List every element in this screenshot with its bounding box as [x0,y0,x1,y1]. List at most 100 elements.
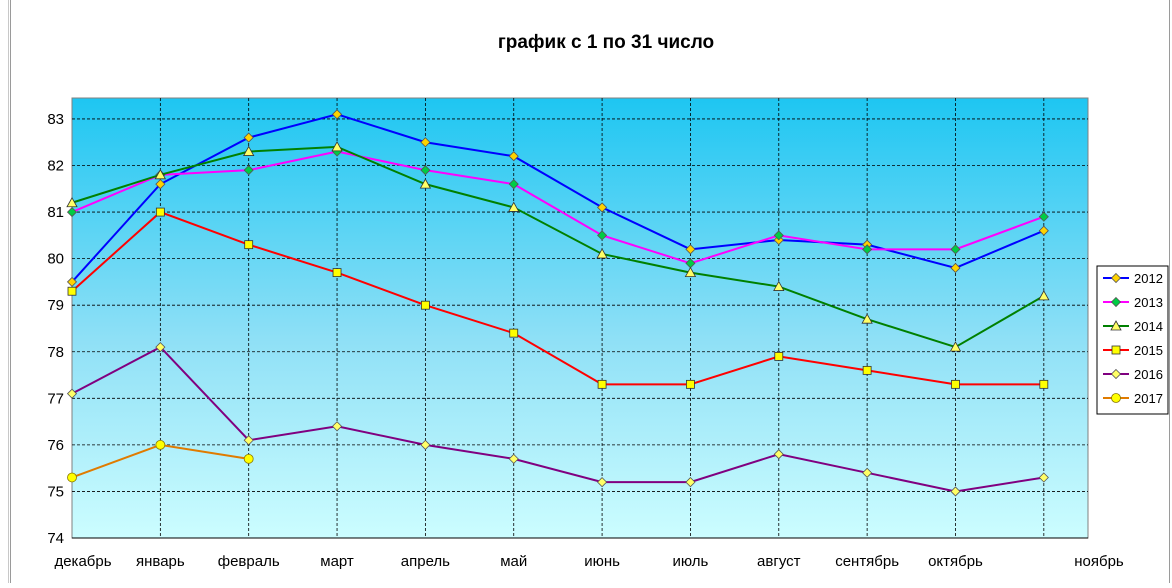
chart-area[interactable]: график с 1 по 31 число 74 75 76 77 78 79 80 81 8… [10,0,1170,583]
data-point-2016 [862,467,873,478]
x-tick-label: ноябрь [1074,553,1124,570]
data-point-2016 [66,388,78,399]
data-point-2012 [420,137,431,148]
data-point-2016 [597,477,608,488]
y-tick-label: 78 [47,344,64,361]
y-tick-label: 81 [47,204,64,221]
data-point-2017 [67,472,77,483]
series-2014 [66,141,1050,352]
data-point-2015 [509,328,519,338]
y-tick-label: 83 [47,111,64,128]
legend-label-2015: 2015 [1134,343,1163,358]
legend-marker-2016 [1110,368,1122,380]
line-chart: график с 1 по 31 число 74 75 76 77 78 79 80 81 8… [47,32,1169,570]
data-point-2017 [155,439,166,450]
legend-label-2012: 2012 [1134,271,1163,286]
data-point-2014 [773,280,785,291]
data-point-2013 [773,230,784,241]
x-tick-label: май [500,553,527,570]
data-point-2015 [244,240,254,250]
data-point-2015 [155,207,165,217]
x-tick-label: апрель [401,553,450,570]
data-point-2013 [1038,211,1049,222]
data-point-2012 [243,132,254,143]
data-point-2016 [773,449,784,460]
x-tick-label: сентябрь [835,553,899,570]
data-point-2014 [684,266,697,278]
y-tick-label: 77 [47,390,64,407]
data-point-2016 [508,453,519,464]
data-point-2013 [243,165,254,176]
x-tick-label: июль [672,553,708,570]
data-point-2012 [66,276,78,287]
y-tick-label: 80 [47,251,64,268]
data-point-2012 [508,151,519,162]
data-point-2012 [685,244,696,255]
data-point-2012 [950,262,961,274]
data-point-2017 [243,453,254,464]
data-point-2014 [419,178,432,189]
x-tick-label: декабрь [54,553,111,570]
series-line-2015 [71,210,1044,386]
data-point-2015 [774,352,784,361]
data-point-2014 [66,196,78,208]
series-2015 [67,207,1049,389]
data-point-2015 [862,365,872,375]
legend-label-2016: 2016 [1134,367,1163,382]
legend-label-2017: 2017 [1134,391,1163,406]
legend-label-2014: 2014 [1134,319,1163,334]
series-line-2016 [71,345,1044,493]
legend-marker-2017 [1111,393,1121,403]
data-point-2013 [508,179,519,190]
data-point-2012 [597,202,608,213]
series-2017 [67,439,254,483]
x-tick-label: март [320,553,354,570]
data-point-2014 [331,141,343,152]
data-point-2016 [243,435,254,446]
legend-marker-2013 [1110,296,1122,308]
legend-label-2013: 2013 [1134,295,1163,310]
data-point-2016 [331,421,343,432]
x-tick-label: февраль [218,553,280,570]
data-point-2015 [1039,379,1049,389]
data-point-2015 [686,379,695,389]
series-line-2014 [71,145,1045,349]
y-tick-label: 76 [47,437,64,454]
legend-marker-2012 [1110,272,1122,284]
data-point-2012 [155,179,166,190]
data-point-2012 [1038,225,1049,236]
series-2013 [66,146,1049,269]
data-point-2014 [949,341,962,352]
legend-marker-2015 [1111,345,1121,355]
y-tick-label: 79 [47,297,64,314]
x-tick-label: январь [136,553,185,570]
data-point-2016 [155,342,166,353]
data-point-2014 [508,201,520,212]
data-point-2015 [332,268,342,278]
plot-area [71,97,1089,539]
data-point-2014 [596,248,608,259]
x-tick-label: октябрь [928,553,983,570]
data-point-2014 [154,169,167,180]
spreadsheet-row-header [0,0,9,583]
y-tick-label: 82 [47,158,64,175]
data-point-2015 [597,379,607,389]
data-point-2016 [685,477,696,488]
data-point-2013 [597,230,608,241]
data-point-2015 [951,379,960,389]
legend-box [1096,265,1169,415]
data-point-2013 [420,165,431,176]
data-point-2013 [862,244,873,255]
data-point-2016 [420,439,431,450]
data-point-2014 [861,313,873,324]
series-line-2013 [71,150,1045,265]
series-2016 [66,342,1049,497]
data-point-2015 [67,286,77,296]
data-point-2016 [1038,472,1049,483]
data-point-2014 [243,145,255,156]
y-tick-label: 74 [47,530,64,547]
data-point-2013 [66,207,78,218]
legend-marker-2014 [1110,320,1122,331]
y-tick-label: 75 [47,483,64,500]
data-point-2012 [331,109,343,120]
